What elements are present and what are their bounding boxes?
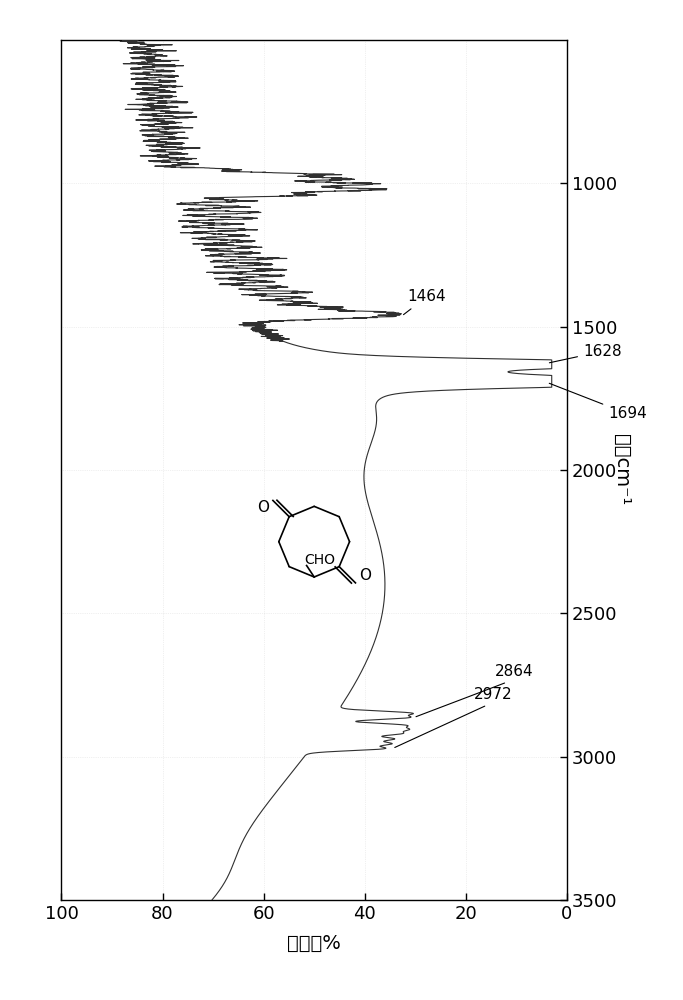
Text: CHO: CHO [304, 553, 335, 567]
Text: 1628: 1628 [549, 344, 622, 363]
X-axis label: 透射率%: 透射率% [288, 934, 341, 953]
Text: 2864: 2864 [416, 664, 534, 717]
Text: O: O [359, 568, 372, 583]
Text: O: O [257, 500, 269, 515]
Text: 1464: 1464 [404, 289, 446, 315]
Text: 2972: 2972 [395, 687, 513, 747]
Y-axis label: 波数cm⁻¹: 波数cm⁻¹ [612, 434, 631, 506]
Text: 1694: 1694 [549, 383, 647, 421]
